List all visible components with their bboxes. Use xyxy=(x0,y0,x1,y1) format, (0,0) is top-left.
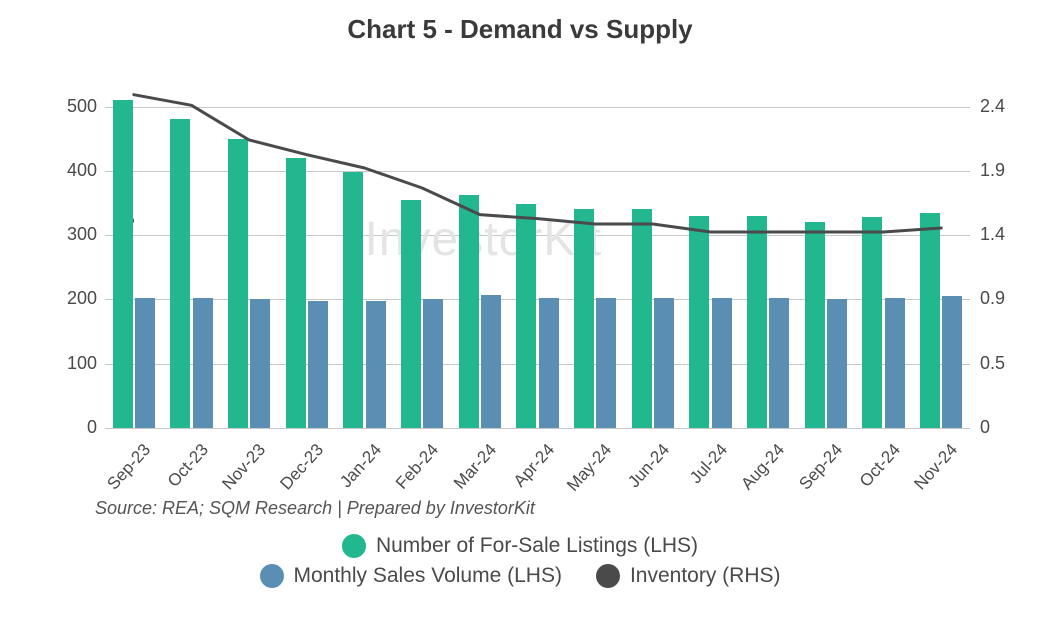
y-left-tick-label: 100 xyxy=(57,353,97,374)
x-tick-label: Oct-24 xyxy=(855,440,904,491)
x-tick-label: Sep-23 xyxy=(103,440,155,494)
y-right-tick-label: 0.9 xyxy=(980,288,1020,309)
x-tick-label: Apr-24 xyxy=(509,440,558,491)
x-tick-label: Feb-24 xyxy=(392,440,443,493)
legend-row: Monthly Sales Volume (LHS) Inventory (RHS… xyxy=(0,564,1040,588)
x-tick-label: Nov-24 xyxy=(910,440,962,494)
chart-title: Chart 5 - Demand vs Supply xyxy=(0,14,1040,45)
x-tick-label: Nov-23 xyxy=(218,440,270,494)
y-left-tick-label: 200 xyxy=(57,288,97,309)
y-left-tick-label: 0 xyxy=(57,417,97,438)
legend-item: Monthly Sales Volume (LHS) xyxy=(260,564,562,588)
legend-item: Inventory (RHS) xyxy=(596,564,781,588)
y-right-tick-label: 0.5 xyxy=(980,353,1020,374)
plot-area: InvestorKit xyxy=(105,68,970,428)
y-right-tick-label: 1.9 xyxy=(980,160,1020,181)
legend-label: Monthly Sales Volume (LHS) xyxy=(294,564,562,588)
y-right-tick-label: 2.4 xyxy=(980,96,1020,117)
legend-label: Number of For-Sale Listings (LHS) xyxy=(376,534,698,558)
y-right-tick-label: 0 xyxy=(980,417,1020,438)
x-tick-label: Aug-24 xyxy=(737,440,789,494)
legend-swatch xyxy=(260,564,284,588)
x-tick-label: Sep-24 xyxy=(795,440,847,494)
x-tick-label: Mar-24 xyxy=(450,440,501,493)
chart-root: Chart 5 - Demand vs Supply InvestorKit N… xyxy=(0,0,1040,640)
y-left-tick-label: 500 xyxy=(57,96,97,117)
legend-swatch xyxy=(596,564,620,588)
legend-label: Inventory (RHS) xyxy=(630,564,781,588)
x-tick-label: Jan-24 xyxy=(336,440,386,492)
x-tick-label: Dec-23 xyxy=(276,440,328,494)
legend: Number of For-Sale Listings (LHS) Monthly… xyxy=(0,528,1040,588)
grid-line xyxy=(105,428,970,429)
legend-swatch xyxy=(342,534,366,558)
x-tick-label: Jul-24 xyxy=(686,440,732,488)
y-left-tick-label: 300 xyxy=(57,224,97,245)
inventory-line xyxy=(105,68,970,428)
y-left-tick-label: 400 xyxy=(57,160,97,181)
y-right-tick-label: 1.4 xyxy=(980,224,1020,245)
x-tick-label: Oct-23 xyxy=(163,440,212,491)
source-citation: Source: REA; SQM Research | Prepared by … xyxy=(95,498,535,519)
x-tick-label: May-24 xyxy=(563,440,616,496)
legend-item: Number of For-Sale Listings (LHS) xyxy=(342,534,698,558)
x-tick-label: Jun-24 xyxy=(624,440,674,492)
legend-row: Number of For-Sale Listings (LHS) xyxy=(0,534,1040,558)
